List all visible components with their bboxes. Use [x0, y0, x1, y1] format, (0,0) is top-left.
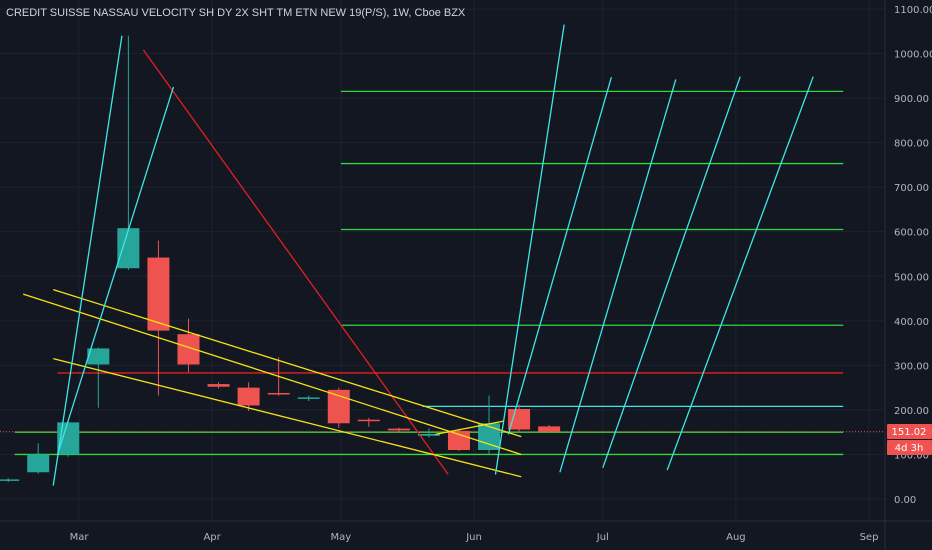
- candle: [57, 421, 80, 457]
- price-axis[interactable]: 0.00 100.00 200.00 300.00 400.00 500.00 600.00…: [894, 5, 932, 506]
- y-tick-label: 500.00: [894, 272, 929, 283]
- trend-line-cyan: [666, 76, 814, 471]
- candle: [177, 318, 200, 373]
- trend-line-cyan: [507, 76, 613, 435]
- trend-line-cyan: [602, 76, 741, 469]
- y-tick-label: 1000.00: [894, 50, 932, 61]
- candle: [417, 428, 440, 438]
- x-tick-label: Jul: [596, 532, 609, 543]
- candle-body: [177, 334, 200, 365]
- trend-line-cyan: [494, 24, 565, 475]
- candle-body: [117, 228, 140, 269]
- last-price-badge: 151.02: [887, 424, 932, 439]
- y-tick-label: 600.00: [894, 228, 929, 239]
- candle-body: [237, 387, 260, 406]
- candle: [237, 382, 260, 411]
- trend-lines: [22, 24, 814, 486]
- countdown-badge-background: [887, 440, 932, 455]
- trend-line-cyan: [559, 79, 677, 473]
- candlestick-series: [0, 35, 561, 483]
- trend-line-yellow: [53, 289, 522, 438]
- candle: [87, 347, 110, 408]
- bar-countdown: 4d 3h: [895, 443, 924, 454]
- candle-body: [207, 384, 230, 387]
- y-tick-label: 900.00: [894, 94, 929, 105]
- candle-body: [508, 409, 531, 430]
- y-tick-label: 700.00: [894, 183, 929, 194]
- candle-body: [297, 397, 320, 399]
- candle-body: [447, 430, 470, 450]
- candle: [27, 443, 50, 474]
- trend-line-yellow: [53, 358, 522, 478]
- x-tick-label: May: [331, 532, 352, 543]
- candle: [147, 240, 170, 396]
- chart-title: CREDIT SUISSE NASSAU VELOCITY SH DY 2X S…: [6, 7, 466, 19]
- candle: [387, 427, 410, 433]
- y-tick-label: 300.00: [894, 361, 929, 372]
- candle: [297, 395, 320, 401]
- y-tick-label: 100.00: [894, 450, 929, 461]
- trend-line-cyan: [52, 35, 123, 486]
- candle: [0, 478, 20, 483]
- trend-line-yellow: [22, 293, 522, 456]
- candle-body: [147, 257, 170, 331]
- y-tick-label: 1100.00: [894, 5, 932, 16]
- horizontal-levels: [0, 90, 885, 456]
- y-tick-label: 400.00: [894, 317, 929, 328]
- countdown-badge: 4d 3h: [887, 440, 932, 455]
- trend-line-yellow: [435, 420, 505, 436]
- x-tick-label: Sep: [860, 532, 879, 543]
- candle-body: [327, 389, 350, 424]
- x-tick-label: Jun: [465, 532, 482, 543]
- candle-body: [87, 348, 110, 365]
- candle-body: [538, 426, 561, 432]
- last-price-value: 151.02: [892, 427, 927, 438]
- last-price-badge-background: [887, 424, 932, 439]
- y-tick-label: 0.00: [894, 495, 916, 506]
- candle: [327, 387, 350, 428]
- candle-body: [357, 419, 380, 422]
- candle: [207, 382, 230, 389]
- x-tick-label: Apr: [203, 532, 221, 543]
- x-tick-label: Aug: [726, 532, 746, 543]
- candle-body: [0, 479, 20, 481]
- y-tick-label: 800.00: [894, 139, 929, 150]
- time-axis[interactable]: Mar Apr May Jun Jul Aug Sep: [70, 532, 879, 543]
- candle-body: [267, 392, 290, 395]
- candle: [538, 425, 561, 433]
- candle-body: [478, 423, 501, 450]
- trend-line-cyan: [56, 86, 175, 455]
- candle: [357, 417, 380, 427]
- candle-body: [387, 428, 410, 431]
- y-tick-label: 200.00: [894, 406, 929, 417]
- x-tick-label: Mar: [70, 532, 90, 543]
- candle-body: [57, 422, 80, 455]
- candle-body: [27, 454, 50, 473]
- trend-line-red: [142, 49, 449, 475]
- candle-body: [417, 433, 440, 436]
